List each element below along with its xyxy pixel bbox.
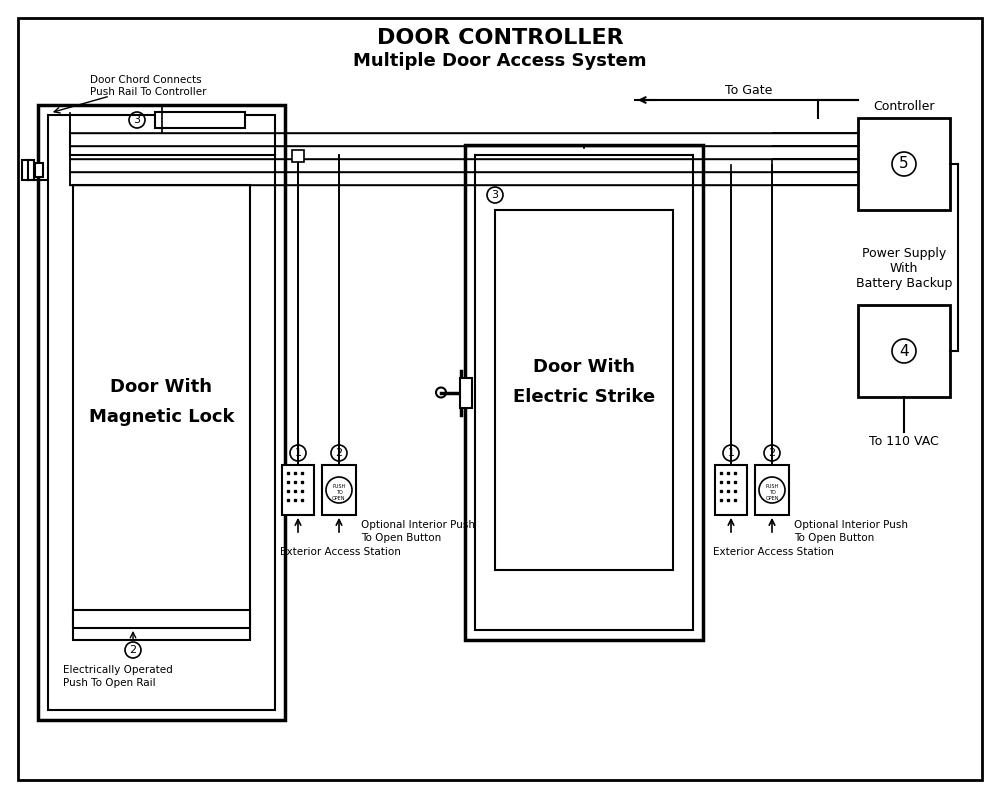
Text: 2: 2 xyxy=(129,645,137,655)
Bar xyxy=(282,465,314,515)
Bar xyxy=(460,378,472,407)
Text: 2: 2 xyxy=(768,448,776,458)
Bar xyxy=(715,465,747,515)
Text: Multiple Door Access System: Multiple Door Access System xyxy=(353,52,647,70)
Text: Optional Interior Push: Optional Interior Push xyxy=(361,520,475,530)
Bar xyxy=(48,115,275,710)
Text: To 110 VAC: To 110 VAC xyxy=(869,435,939,448)
Text: 1: 1 xyxy=(294,448,302,458)
Text: Door With: Door With xyxy=(110,378,212,397)
Text: With: With xyxy=(890,262,918,275)
Bar xyxy=(38,105,285,720)
Text: Push Rail To Controller: Push Rail To Controller xyxy=(90,87,207,97)
Text: Controller: Controller xyxy=(873,100,935,113)
Text: GATEDEPOT.COM: GATEDEPOT.COM xyxy=(200,273,540,307)
Bar xyxy=(73,610,250,628)
Bar xyxy=(755,465,789,515)
Text: Door Chord Connects: Door Chord Connects xyxy=(90,75,202,85)
Bar xyxy=(73,185,250,640)
Bar xyxy=(858,305,950,397)
Bar xyxy=(495,210,673,570)
Text: PUSH
TO
OPEN: PUSH TO OPEN xyxy=(765,484,779,501)
Text: Battery Backup: Battery Backup xyxy=(856,277,952,290)
Text: Exterior Access Station: Exterior Access Station xyxy=(713,547,834,557)
Text: 3: 3 xyxy=(492,190,498,200)
Text: 2: 2 xyxy=(335,448,343,458)
Bar xyxy=(858,118,950,210)
Bar xyxy=(322,465,356,515)
Text: 5: 5 xyxy=(899,157,909,171)
Text: 3: 3 xyxy=(134,115,140,125)
Bar xyxy=(475,155,693,630)
Text: Push To Open Rail: Push To Open Rail xyxy=(63,678,156,688)
Text: GATEDEPOT.COM: GATEDEPOT.COM xyxy=(200,573,540,607)
Bar xyxy=(465,145,703,640)
Text: To Open Button: To Open Button xyxy=(794,533,874,543)
Bar xyxy=(155,112,245,128)
Bar xyxy=(292,150,304,162)
Text: To Open Button: To Open Button xyxy=(361,533,441,543)
Bar xyxy=(22,160,34,180)
Text: Electric Strike: Electric Strike xyxy=(513,389,655,406)
Text: Power Supply: Power Supply xyxy=(862,247,946,260)
Text: Magnetic Lock: Magnetic Lock xyxy=(89,409,234,426)
Text: To Gate: To Gate xyxy=(725,84,772,97)
Bar xyxy=(35,163,43,177)
Text: Exterior Access Station: Exterior Access Station xyxy=(280,547,401,557)
Text: DOOR CONTROLLER: DOOR CONTROLLER xyxy=(377,28,623,48)
Text: Optional Interior Push: Optional Interior Push xyxy=(794,520,908,530)
Text: Door With: Door With xyxy=(533,358,635,377)
Text: PUSH
TO
OPEN: PUSH TO OPEN xyxy=(332,484,346,501)
Text: 1: 1 xyxy=(728,448,734,458)
Text: 4: 4 xyxy=(899,343,909,358)
Text: Electrically Operated: Electrically Operated xyxy=(63,665,173,675)
